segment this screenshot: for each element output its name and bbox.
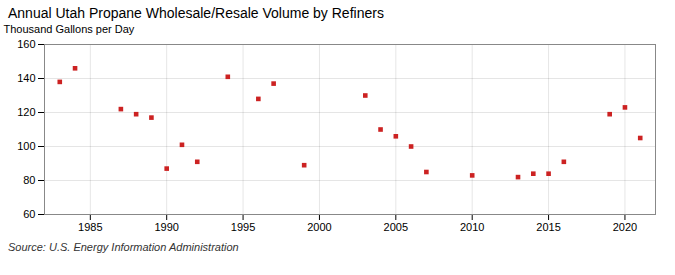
svg-text:160: 160 bbox=[17, 38, 35, 50]
svg-text:120: 120 bbox=[17, 106, 35, 118]
svg-text:1990: 1990 bbox=[154, 221, 178, 233]
svg-text:140: 140 bbox=[17, 72, 35, 84]
svg-text:1985: 1985 bbox=[78, 221, 102, 233]
svg-text:2010: 2010 bbox=[460, 221, 484, 233]
svg-text:60: 60 bbox=[23, 208, 35, 220]
svg-text:2005: 2005 bbox=[384, 221, 408, 233]
svg-text:Thousand Gallons per Day: Thousand Gallons per Day bbox=[4, 23, 135, 35]
html-text:Source: U.S. Energy Informatio: Source: U.S. Energy Information Administ… bbox=[8, 241, 239, 253]
svg-text:2020: 2020 bbox=[613, 221, 637, 233]
html-text:Annual Utah Propane Wholesale/: Annual Utah Propane Wholesale/Resale Vol… bbox=[8, 5, 384, 21]
svg-text:2015: 2015 bbox=[536, 221, 560, 233]
svg-text:100: 100 bbox=[17, 140, 35, 152]
svg-text:80: 80 bbox=[23, 174, 35, 186]
svg-text:2000: 2000 bbox=[307, 221, 331, 233]
svg-text:1995: 1995 bbox=[231, 221, 255, 233]
